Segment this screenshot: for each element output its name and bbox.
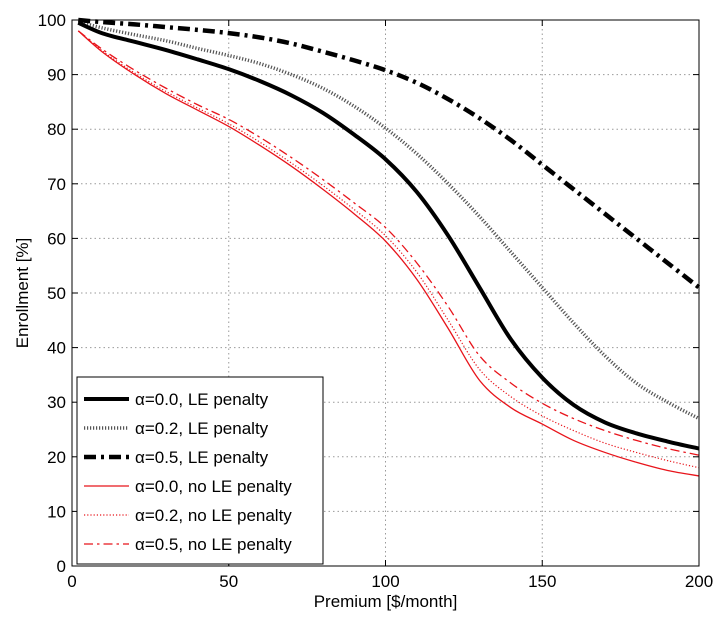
y-tick-label: 100 bbox=[38, 11, 66, 30]
legend: α=0.0, LE penalty α=0.2, LE penalty α=0.5,… bbox=[76, 376, 324, 565]
y-tick-label: 80 bbox=[47, 120, 66, 139]
y-tick-label: 40 bbox=[47, 339, 66, 358]
axis-ticks: 0 50 100 150 200 0 10 20 30 40 50 60 70 80 90 100 bbox=[38, 11, 714, 591]
legend-label-0: α=0.0, LE penalty bbox=[135, 390, 269, 409]
series-line-5 bbox=[77, 30, 700, 456]
legend-label-1: α=0.2, LE penalty bbox=[135, 419, 269, 438]
x-tick-label: 0 bbox=[67, 572, 76, 591]
y-tick-label: 10 bbox=[47, 502, 66, 521]
y-tick-label: 70 bbox=[47, 175, 66, 194]
series-line-1 bbox=[77, 19, 700, 421]
y-axis-label: Enrollment [%] bbox=[13, 238, 32, 349]
x-tick-label: 100 bbox=[371, 572, 399, 591]
legend-box bbox=[76, 376, 324, 565]
legend-label-4: α=0.2, no LE penalty bbox=[135, 506, 292, 525]
x-tick-label: 150 bbox=[528, 572, 556, 591]
x-axis-label: Premium [$/month] bbox=[314, 592, 458, 611]
x-tick-label: 200 bbox=[685, 572, 713, 591]
y-tick-label: 20 bbox=[47, 448, 66, 467]
legend-label-5: α=0.5, no LE penalty bbox=[135, 535, 292, 554]
series-line-0 bbox=[77, 20, 700, 451]
y-tick-label: 60 bbox=[47, 229, 66, 248]
y-tick-label: 50 bbox=[47, 284, 66, 303]
x-tick-label: 50 bbox=[219, 572, 238, 591]
y-tick-label: 0 bbox=[57, 557, 66, 576]
legend-label-2: α=0.5, LE penalty bbox=[135, 448, 269, 467]
series-line-3 bbox=[77, 30, 700, 477]
legend-label-3: α=0.0, no LE penalty bbox=[135, 477, 292, 496]
y-tick-label: 90 bbox=[47, 66, 66, 85]
series-lines bbox=[77, 17, 701, 477]
y-tick-label: 30 bbox=[47, 393, 66, 412]
